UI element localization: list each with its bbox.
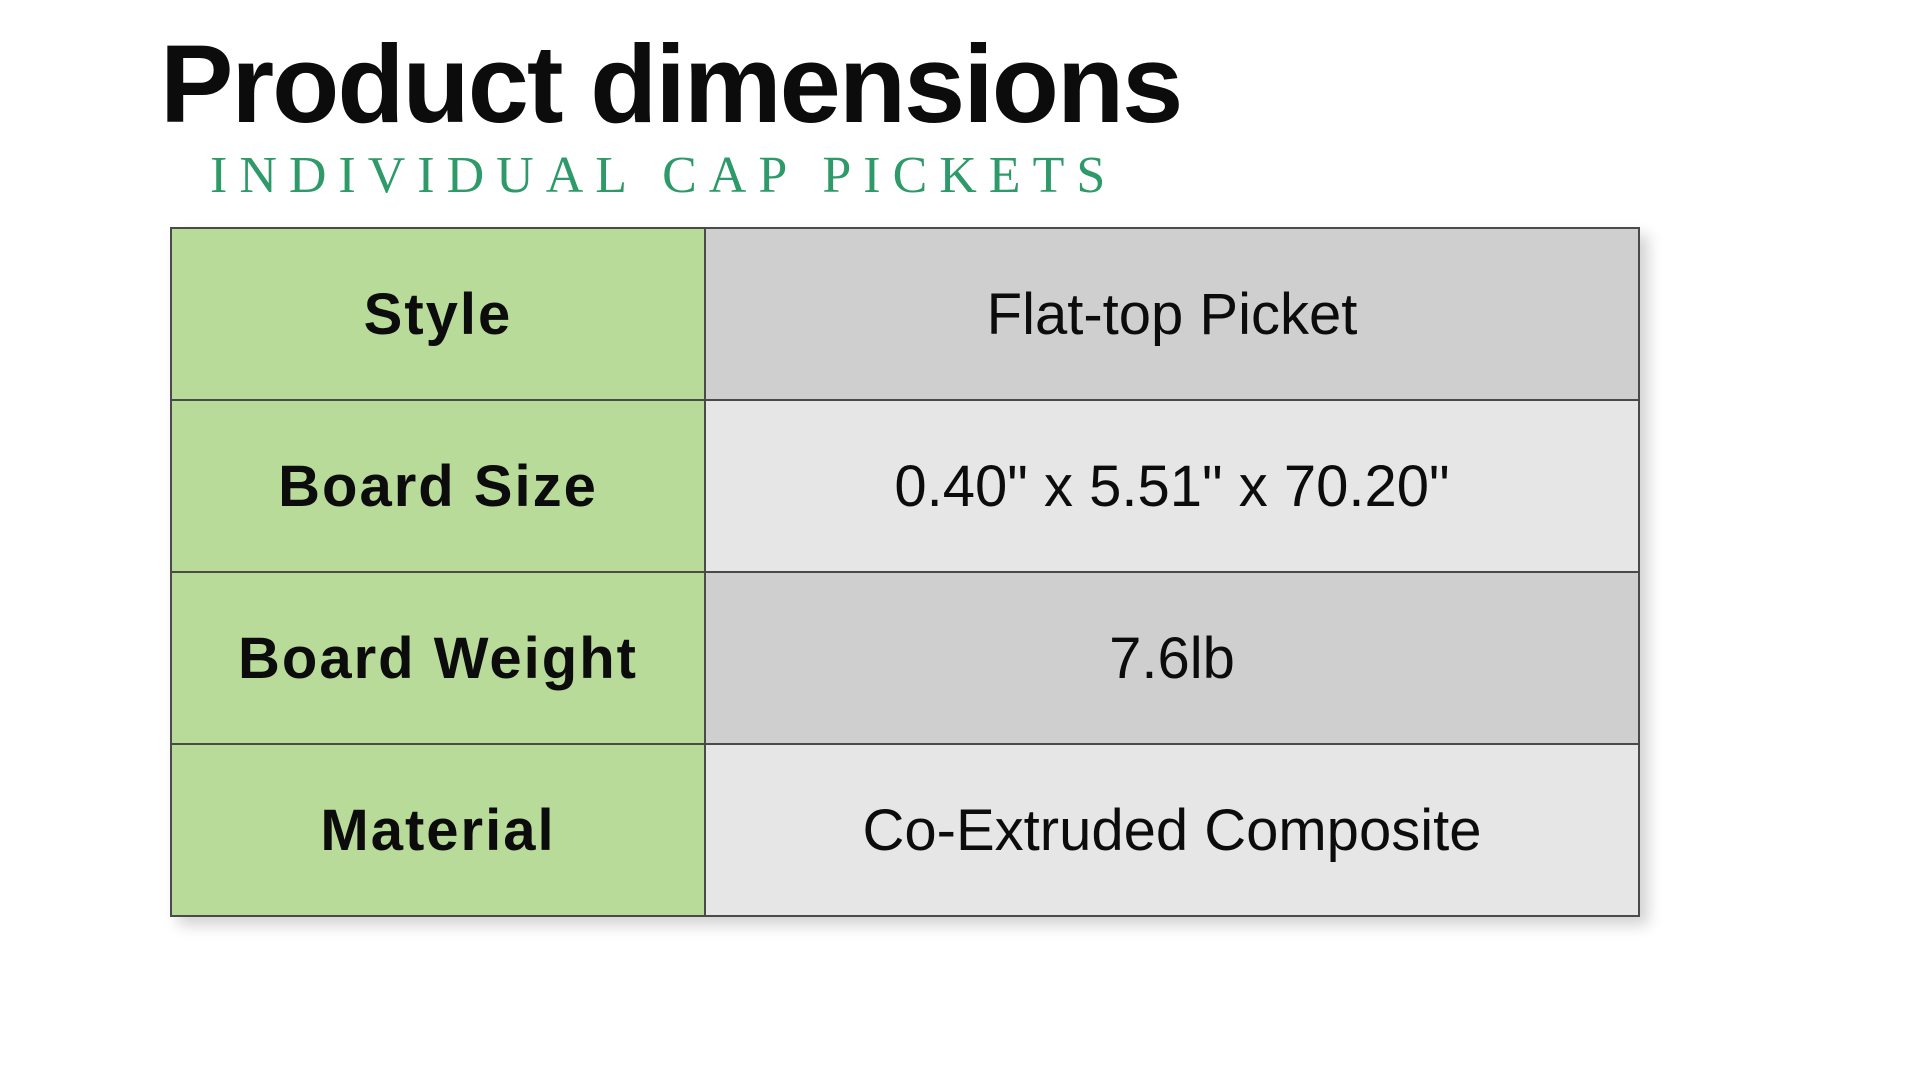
content-wrap: Product dimensions INDIVIDUAL CAP PICKET… [0,0,1920,917]
row-value-material: Co-Extruded Composite [705,744,1639,916]
row-value-board-weight: 7.6lb [705,572,1639,744]
row-label-board-weight: Board Weight [171,572,705,744]
row-value-style: Flat-top Picket [705,228,1639,400]
table-row: Material Co-Extruded Composite [171,744,1639,916]
page-title: Product dimensions [160,30,1760,140]
row-label-style: Style [171,228,705,400]
dimensions-table: Style Flat-top Picket Board Size 0.40" x… [170,227,1640,917]
page-subtitle: INDIVIDUAL CAP PICKETS [210,146,1760,205]
row-label-material: Material [171,744,705,916]
table-row: Board Size 0.40" x 5.51" x 70.20" [171,400,1639,572]
table-row: Board Weight 7.6lb [171,572,1639,744]
row-value-board-size: 0.40" x 5.51" x 70.20" [705,400,1639,572]
row-label-board-size: Board Size [171,400,705,572]
table-row: Style Flat-top Picket [171,228,1639,400]
